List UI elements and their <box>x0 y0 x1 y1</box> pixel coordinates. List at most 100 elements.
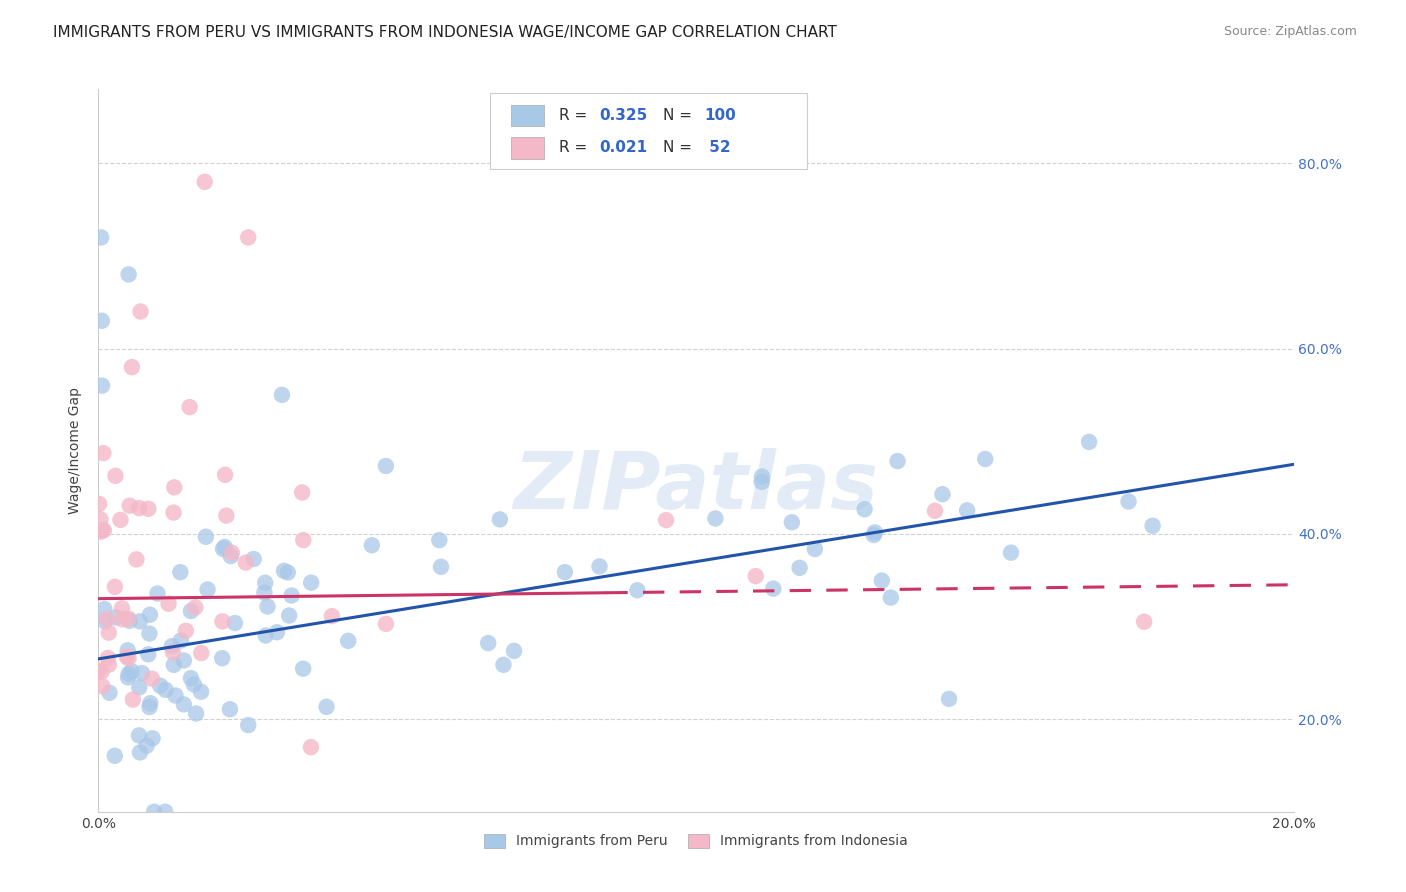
Immigrants from Peru <box>292 662 315 676</box>
Immigrants from Peru <box>104 610 127 624</box>
FancyBboxPatch shape <box>510 104 544 127</box>
Immigrants from Indonesia <box>104 468 127 483</box>
Immigrants from Peru <box>224 615 246 630</box>
Immigrants from Indonesia <box>121 360 143 375</box>
Immigrants from Peru <box>751 469 773 483</box>
Immigrants from Peru <box>266 625 288 640</box>
Immigrants from Indonesia <box>118 499 141 513</box>
Immigrants from Indonesia <box>184 600 207 615</box>
Immigrants from Indonesia <box>157 597 180 611</box>
Immigrants from Peru <box>169 565 191 579</box>
Immigrants from Peru <box>117 670 139 684</box>
Immigrants from Peru <box>212 541 235 556</box>
Immigrants from Peru <box>886 454 908 468</box>
Immigrants from Indonesia <box>162 506 184 520</box>
Immigrants from Indonesia <box>90 512 112 526</box>
Immigrants from Peru <box>128 615 150 629</box>
Immigrants from Indonesia <box>122 692 145 706</box>
Immigrants from Peru <box>427 533 450 548</box>
Immigrants from Peru <box>870 574 893 588</box>
Text: IMMIGRANTS FROM PERU VS IMMIGRANTS FROM INDONESIA WAGE/INCOME GAP CORRELATION CH: IMMIGRANTS FROM PERU VS IMMIGRANTS FROM … <box>53 25 838 40</box>
Immigrants from Peru <box>118 614 141 628</box>
Immigrants from Indonesia <box>214 467 236 482</box>
Immigrants from Peru <box>219 549 242 563</box>
Y-axis label: Wage/Income Gap: Wage/Income Gap <box>69 387 83 514</box>
Immigrants from Indonesia <box>104 580 127 594</box>
Immigrants from Peru <box>90 230 112 244</box>
Immigrants from Peru <box>165 689 187 703</box>
Immigrants from Peru <box>118 666 141 681</box>
Text: R =: R = <box>558 140 592 155</box>
Immigrants from Peru <box>863 525 886 540</box>
Immigrants from Peru <box>374 458 396 473</box>
Immigrants from Peru <box>128 728 150 742</box>
Immigrants from Peru <box>256 599 278 614</box>
Immigrants from Peru <box>762 582 785 596</box>
Immigrants from Peru <box>938 692 960 706</box>
Immigrants from Peru <box>211 651 233 665</box>
Immigrants from Peru <box>136 648 159 662</box>
Immigrants from Peru <box>180 671 202 685</box>
Immigrants from Peru <box>180 604 202 618</box>
Immigrants from Peru <box>219 702 242 716</box>
Immigrants from Indonesia <box>238 230 260 244</box>
Immigrants from Peru <box>503 644 526 658</box>
Immigrants from Peru <box>277 566 299 580</box>
Immigrants from Indonesia <box>163 480 186 494</box>
Immigrants from Peru <box>104 748 127 763</box>
Immigrants from Indonesia <box>97 651 120 665</box>
Immigrants from Indonesia <box>115 649 138 664</box>
Immigrants from Peru <box>91 524 114 538</box>
Immigrants from Indonesia <box>128 501 150 516</box>
Immigrants from Indonesia <box>292 533 315 548</box>
Text: 0.021: 0.021 <box>599 140 647 155</box>
Immigrants from Indonesia <box>96 612 118 626</box>
Immigrants from Indonesia <box>111 612 134 626</box>
Immigrants from Peru <box>139 607 162 622</box>
Immigrants from Indonesia <box>138 501 160 516</box>
Immigrants from Peru <box>190 685 212 699</box>
Immigrants from Peru <box>588 559 610 574</box>
Immigrants from Peru <box>146 586 169 600</box>
Immigrants from Indonesia <box>291 485 314 500</box>
Immigrants from Peru <box>184 706 207 721</box>
Immigrants from Indonesia <box>162 645 184 659</box>
Immigrants from Peru <box>163 657 186 672</box>
Immigrants from Peru <box>1000 546 1022 560</box>
Immigrants from Indonesia <box>321 609 343 624</box>
Immigrants from Peru <box>626 583 648 598</box>
Immigrants from Peru <box>751 475 773 489</box>
Immigrants from Peru <box>170 633 193 648</box>
Immigrants from Indonesia <box>87 663 110 677</box>
Immigrants from Peru <box>141 731 163 746</box>
Immigrants from Peru <box>91 378 114 392</box>
FancyBboxPatch shape <box>510 137 544 159</box>
Immigrants from Peru <box>880 591 903 605</box>
Text: N =: N = <box>662 108 696 123</box>
Immigrants from Peru <box>153 805 176 819</box>
Immigrants from Peru <box>138 700 160 714</box>
Immigrants from Peru <box>956 503 979 517</box>
Immigrants from Indonesia <box>111 601 134 615</box>
Immigrants from Peru <box>273 564 295 578</box>
Text: Source: ZipAtlas.com: Source: ZipAtlas.com <box>1223 25 1357 38</box>
Immigrants from Indonesia <box>90 665 112 679</box>
Immigrants from Indonesia <box>745 569 768 583</box>
Immigrants from Peru <box>131 666 153 681</box>
Immigrants from Peru <box>1142 518 1164 533</box>
Immigrants from Peru <box>194 530 217 544</box>
Immigrants from Indonesia <box>141 672 163 686</box>
Immigrants from Peru <box>780 515 803 529</box>
Immigrants from Indonesia <box>110 513 132 527</box>
Immigrants from Peru <box>489 512 512 526</box>
Immigrants from Peru <box>360 538 382 552</box>
Immigrants from Peru <box>128 681 150 695</box>
Immigrants from Peru <box>492 657 515 672</box>
Immigrants from Peru <box>139 696 162 710</box>
Text: 0.325: 0.325 <box>599 108 647 123</box>
Immigrants from Peru <box>554 565 576 579</box>
Immigrants from Peru <box>280 589 302 603</box>
Immigrants from Indonesia <box>93 446 115 460</box>
Immigrants from Indonesia <box>235 556 257 570</box>
Immigrants from Indonesia <box>90 524 112 539</box>
